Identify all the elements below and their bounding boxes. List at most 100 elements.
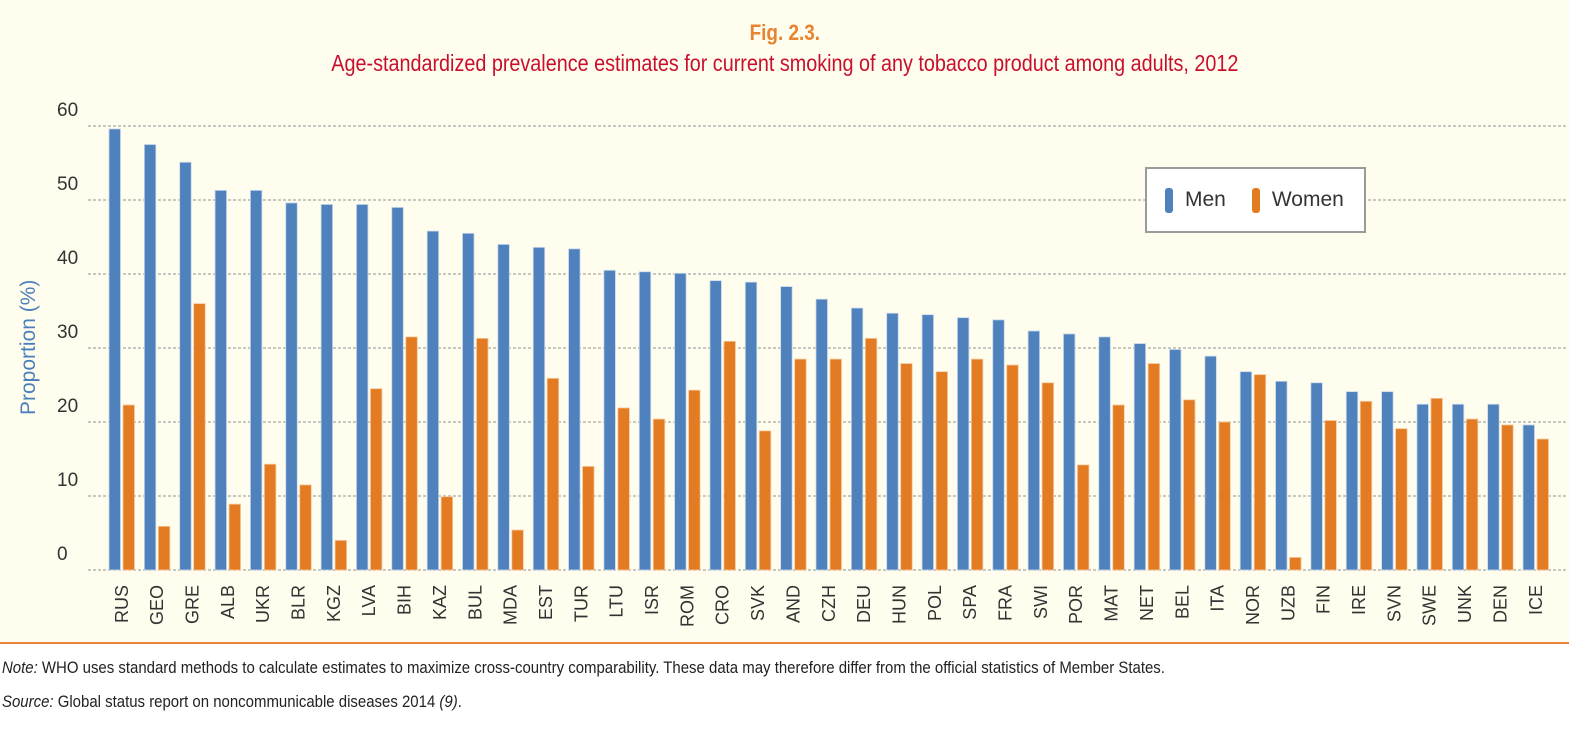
y-axis-ticks: 0 10 20 30 40 50 60 [57,100,78,565]
bar-men-ukr [249,189,263,571]
bar-men-geo [143,144,157,571]
bar-men-uzb [1275,380,1288,571]
y-tick-label: 20 [57,396,78,417]
x-tick-label: AND [783,585,803,623]
bar-women-bul [476,337,489,571]
bar-men-svn [1381,391,1394,571]
note-label: Note: [2,658,38,677]
bar-men-spa [957,317,970,571]
x-tick-label: CZH [819,585,839,622]
x-tick-label: SVK [748,585,768,621]
x-tick-label: UZB [1278,585,1298,621]
x-tick-label: GEO [147,585,167,625]
bar-women-blr [299,484,312,571]
bar-women-fin [1324,420,1337,571]
bar-men-est [532,246,546,571]
x-tick-label: SPA [960,585,980,620]
bar-women-net [1147,363,1161,571]
bar-men-bel [1169,349,1182,571]
bar-women-kaz [440,496,454,571]
x-tick-label: KGZ [324,585,344,622]
bar-men-mat [1098,336,1111,571]
bar-women-and [794,358,807,571]
bar-men-deu [850,307,864,571]
bar-women-bel [1183,399,1196,571]
x-tick-label: SWI [1031,585,1051,619]
bar-women-alb [228,503,241,571]
x-tick-label: CRO [713,585,733,625]
bar-men-mda [497,243,510,571]
bar-women-tur [582,465,595,571]
figure-label: Fig. 2.3. [749,20,821,45]
legend-item-women: Women [1251,187,1344,213]
x-tick-label: EST [536,585,556,620]
x-tick-label: HUN [889,585,909,624]
y-tick-label: 60 [57,100,78,121]
y-tick-label: 0 [57,544,68,565]
bar-men-ire [1345,391,1359,571]
bar-men-ice [1522,424,1535,571]
note-text: WHO uses standard methods to calculate e… [37,658,1165,677]
y-tick-label: 10 [57,470,78,491]
x-tick-label: IRE [1349,585,1369,615]
bar-women-rom [688,389,701,571]
bar-men-kgz [320,204,334,571]
bar-women-svn [1395,428,1408,571]
x-tick-label: DEU [854,585,874,623]
footer-note: Note: WHO uses standard methods to calcu… [2,658,1165,678]
x-tick-label: FRA [996,585,1016,621]
bar-men-svk [744,281,758,571]
bar-women-swe [1430,397,1443,571]
footer-source: Source: Global status report on noncommu… [2,692,462,712]
bar-women-uzb [1289,557,1302,571]
y-tick-label: 30 [57,322,78,343]
bar-men-por [1063,333,1076,571]
bar-women-isr [652,418,666,571]
x-tick-label: MAT [1102,585,1122,622]
x-tick-label: ISR [642,585,662,615]
bar-men-rus [108,128,121,571]
bar-women-ice [1536,438,1549,571]
bar-women-pol [935,371,948,571]
bar-women-ire [1359,400,1373,571]
bar-women-gre [193,303,206,571]
x-tick-label: UNK [1455,585,1475,623]
bar-men-tur [568,248,581,571]
x-tick-label: BIH [395,585,415,615]
x-tick-label: ICE [1526,585,1546,615]
bars [108,128,1549,571]
x-axis-ticks: RUS GEO GRE ALB UKR BLR KGZ LVA BIH KAZ BUL MDA EST T… [112,585,1546,627]
bar-men-ita [1204,355,1217,571]
x-tick-label: SVN [1384,585,1404,622]
bar-women-swi [1041,382,1054,571]
bar-women-rus [122,404,135,571]
bar-men-pol [921,314,934,571]
bar-men-fra [992,319,1005,571]
bar-women-mat [1112,404,1125,571]
bar-women-deu [864,337,878,571]
bar-men-hun [886,312,899,571]
x-tick-label: BLR [289,585,309,620]
bar-women-ita [1218,421,1231,571]
x-tick-label: DEN [1490,585,1510,623]
bar-men-fin [1310,382,1323,571]
bar-men-alb [214,189,227,571]
x-tick-label: BUL [465,585,485,620]
x-tick-label: SWE [1420,585,1440,626]
bar-women-kgz [334,540,348,571]
legend: Men Women [1145,167,1366,233]
chart-title: Age-standardized prevalence estimates fo… [331,50,1239,76]
bar-men-gre [179,161,192,571]
bar-men-den [1487,403,1500,571]
source-label: Source: [2,692,54,711]
bar-men-czh [815,298,828,571]
bar-women-fra [1006,364,1019,571]
x-tick-label: NET [1137,585,1157,621]
x-tick-label: TUR [571,585,591,622]
legend-swatch-women [1251,187,1260,213]
bar-women-mda [511,529,524,571]
x-tick-label: BEL [1172,585,1192,619]
bar-men-and [780,286,793,571]
bar-men-kaz [426,230,440,571]
bar-men-net [1133,343,1147,571]
